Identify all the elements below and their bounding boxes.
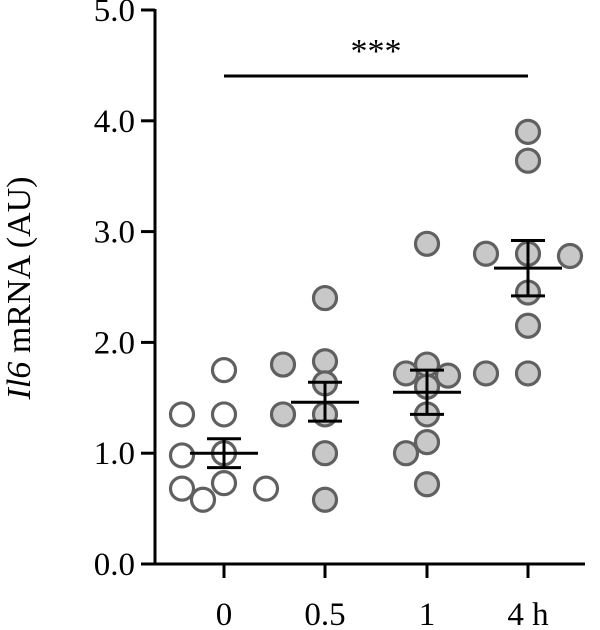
y-tick-label: 4.0 <box>94 104 135 140</box>
y-axis-label-unit: mRNA (AU) <box>1 177 38 362</box>
x-tick-label: 4 h <box>507 597 549 630</box>
data-point <box>168 442 196 469</box>
significance-label: *** <box>351 33 402 70</box>
data-point <box>472 240 500 267</box>
data-point <box>392 440 420 467</box>
data-point <box>514 360 542 387</box>
data-point <box>210 401 238 428</box>
data-point <box>472 360 500 387</box>
y-tick-label: 1.0 <box>94 436 135 472</box>
data-point <box>434 362 462 389</box>
data-point <box>556 242 584 270</box>
data-point <box>311 348 339 375</box>
data-point <box>269 351 297 378</box>
data-points <box>168 118 584 513</box>
x-tick-label: 0.5 <box>304 597 345 630</box>
data-point <box>514 118 542 145</box>
x-tick-label: 0 <box>216 597 233 630</box>
data-point <box>189 486 217 513</box>
y-tick-label: 3.0 <box>94 215 135 251</box>
y-axis-label-gene: Il6 <box>1 362 38 401</box>
data-point <box>392 360 420 387</box>
y-tick-label: 2.0 <box>94 325 135 361</box>
data-point <box>413 230 441 257</box>
data-point <box>514 147 542 174</box>
data-point <box>210 470 238 497</box>
data-point <box>311 440 339 467</box>
data-point <box>311 284 339 312</box>
data-point <box>413 471 441 498</box>
y-tick-label: 5.0 <box>94 0 135 29</box>
x-tick-label: 1 <box>419 597 436 630</box>
data-point <box>168 401 196 428</box>
axes: 0.0 1.0 2.0 3.0 4.0 5.0 0 0.5 1 4 h <box>94 0 585 630</box>
data-point <box>413 429 441 456</box>
significance-bracket: *** <box>224 33 528 78</box>
data-point <box>168 475 196 502</box>
y-tick-label: 0.0 <box>94 547 135 583</box>
data-point <box>252 475 280 502</box>
data-point <box>311 486 339 513</box>
mean-sem-bars <box>190 238 562 470</box>
data-point <box>269 401 297 428</box>
y-axis-label: Il6 mRNA (AU) <box>1 177 38 401</box>
data-point <box>210 357 238 384</box>
data-point <box>514 312 542 339</box>
